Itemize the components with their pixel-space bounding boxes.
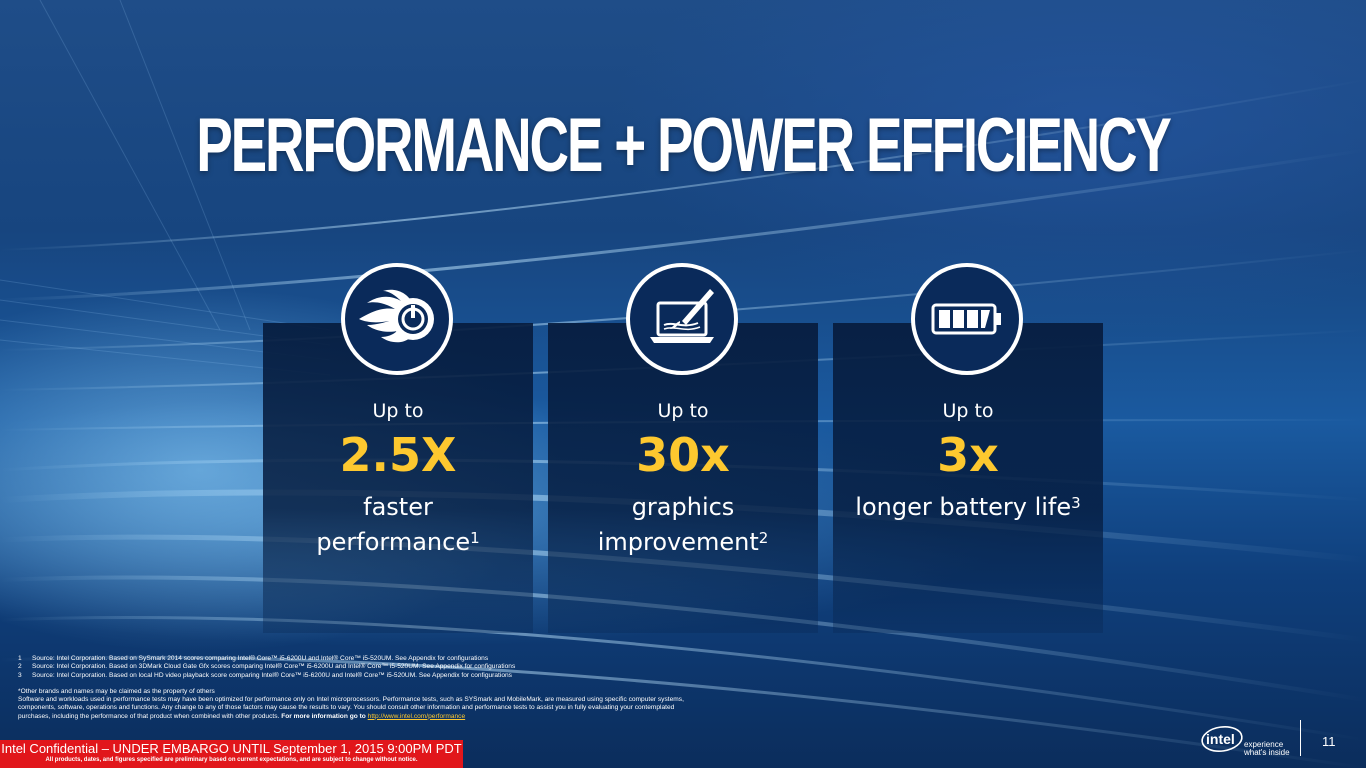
card-prefix: Up to: [657, 400, 709, 422]
card-description: longer battery life3: [833, 490, 1103, 525]
footnote-item: 2 Source: Intel Corporation. Based on 3DM…: [18, 663, 516, 671]
card-prefix: Up to: [942, 400, 994, 422]
card-footnote-ref: 1: [470, 529, 480, 547]
disclaimer-line: components, software, operations and fun…: [18, 704, 675, 712]
logo-wordmark: intel: [1206, 731, 1235, 747]
card-value: 2.5X: [339, 428, 457, 482]
card-desc-line1: faster: [363, 493, 433, 521]
banner-subtitle: All products, dates, and figures specifi…: [45, 757, 418, 763]
card-footnote-ref: 2: [758, 529, 769, 547]
disclaimer-line: purchases, including the performance of …: [18, 712, 466, 720]
laptop-brush-icon: [626, 263, 738, 375]
footer-divider: [1300, 720, 1301, 756]
banner-title: Intel Confidential – UNDER EMBARGO UNTIL…: [1, 741, 462, 756]
more-info-label: For more information go to: [281, 712, 366, 720]
slide-title: PERFORMANCE + POWER EFFICIENCY: [196, 103, 1172, 188]
disclaimer-line: *Other brands and names may be claimed a…: [18, 687, 215, 695]
intel-logo-icon: intel: [1201, 725, 1243, 753]
card-footnote-ref: 3: [1071, 494, 1081, 512]
card-desc-line2: improvement: [597, 528, 759, 556]
page-number: 11: [1322, 734, 1336, 749]
logo-tagline: experience: [1244, 740, 1284, 749]
footnote-item: 3 Source: Intel Corporation. Based on loc…: [18, 671, 512, 679]
card-desc-line2: performance: [316, 528, 471, 556]
card-prefix: Up to: [372, 400, 424, 422]
footnote-item: 1 Source: Intel Corporation. Based on SyS…: [18, 655, 489, 662]
card-desc-line1: graphics: [631, 493, 735, 521]
card-value: 3x: [937, 428, 999, 482]
card-value: 30x: [636, 428, 730, 482]
flame-power-icon: [341, 263, 453, 375]
disclaimer-line: Software and workloads used in performan…: [18, 696, 684, 704]
logo-tagline: what's inside: [1244, 748, 1290, 757]
battery-icon: [911, 263, 1023, 375]
card-desc-line1: longer battery life: [855, 493, 1072, 521]
performance-link[interactable]: http://www.intel.com/performance: [367, 712, 466, 720]
footnotes: 1 Source: Intel Corporation. Based on SyS…: [18, 655, 778, 721]
confidential-banner: Intel Confidential – UNDER EMBARGO UNTIL…: [0, 740, 463, 768]
card-description: graphics improvement2: [548, 490, 818, 560]
card-description: faster performance1: [263, 490, 533, 560]
